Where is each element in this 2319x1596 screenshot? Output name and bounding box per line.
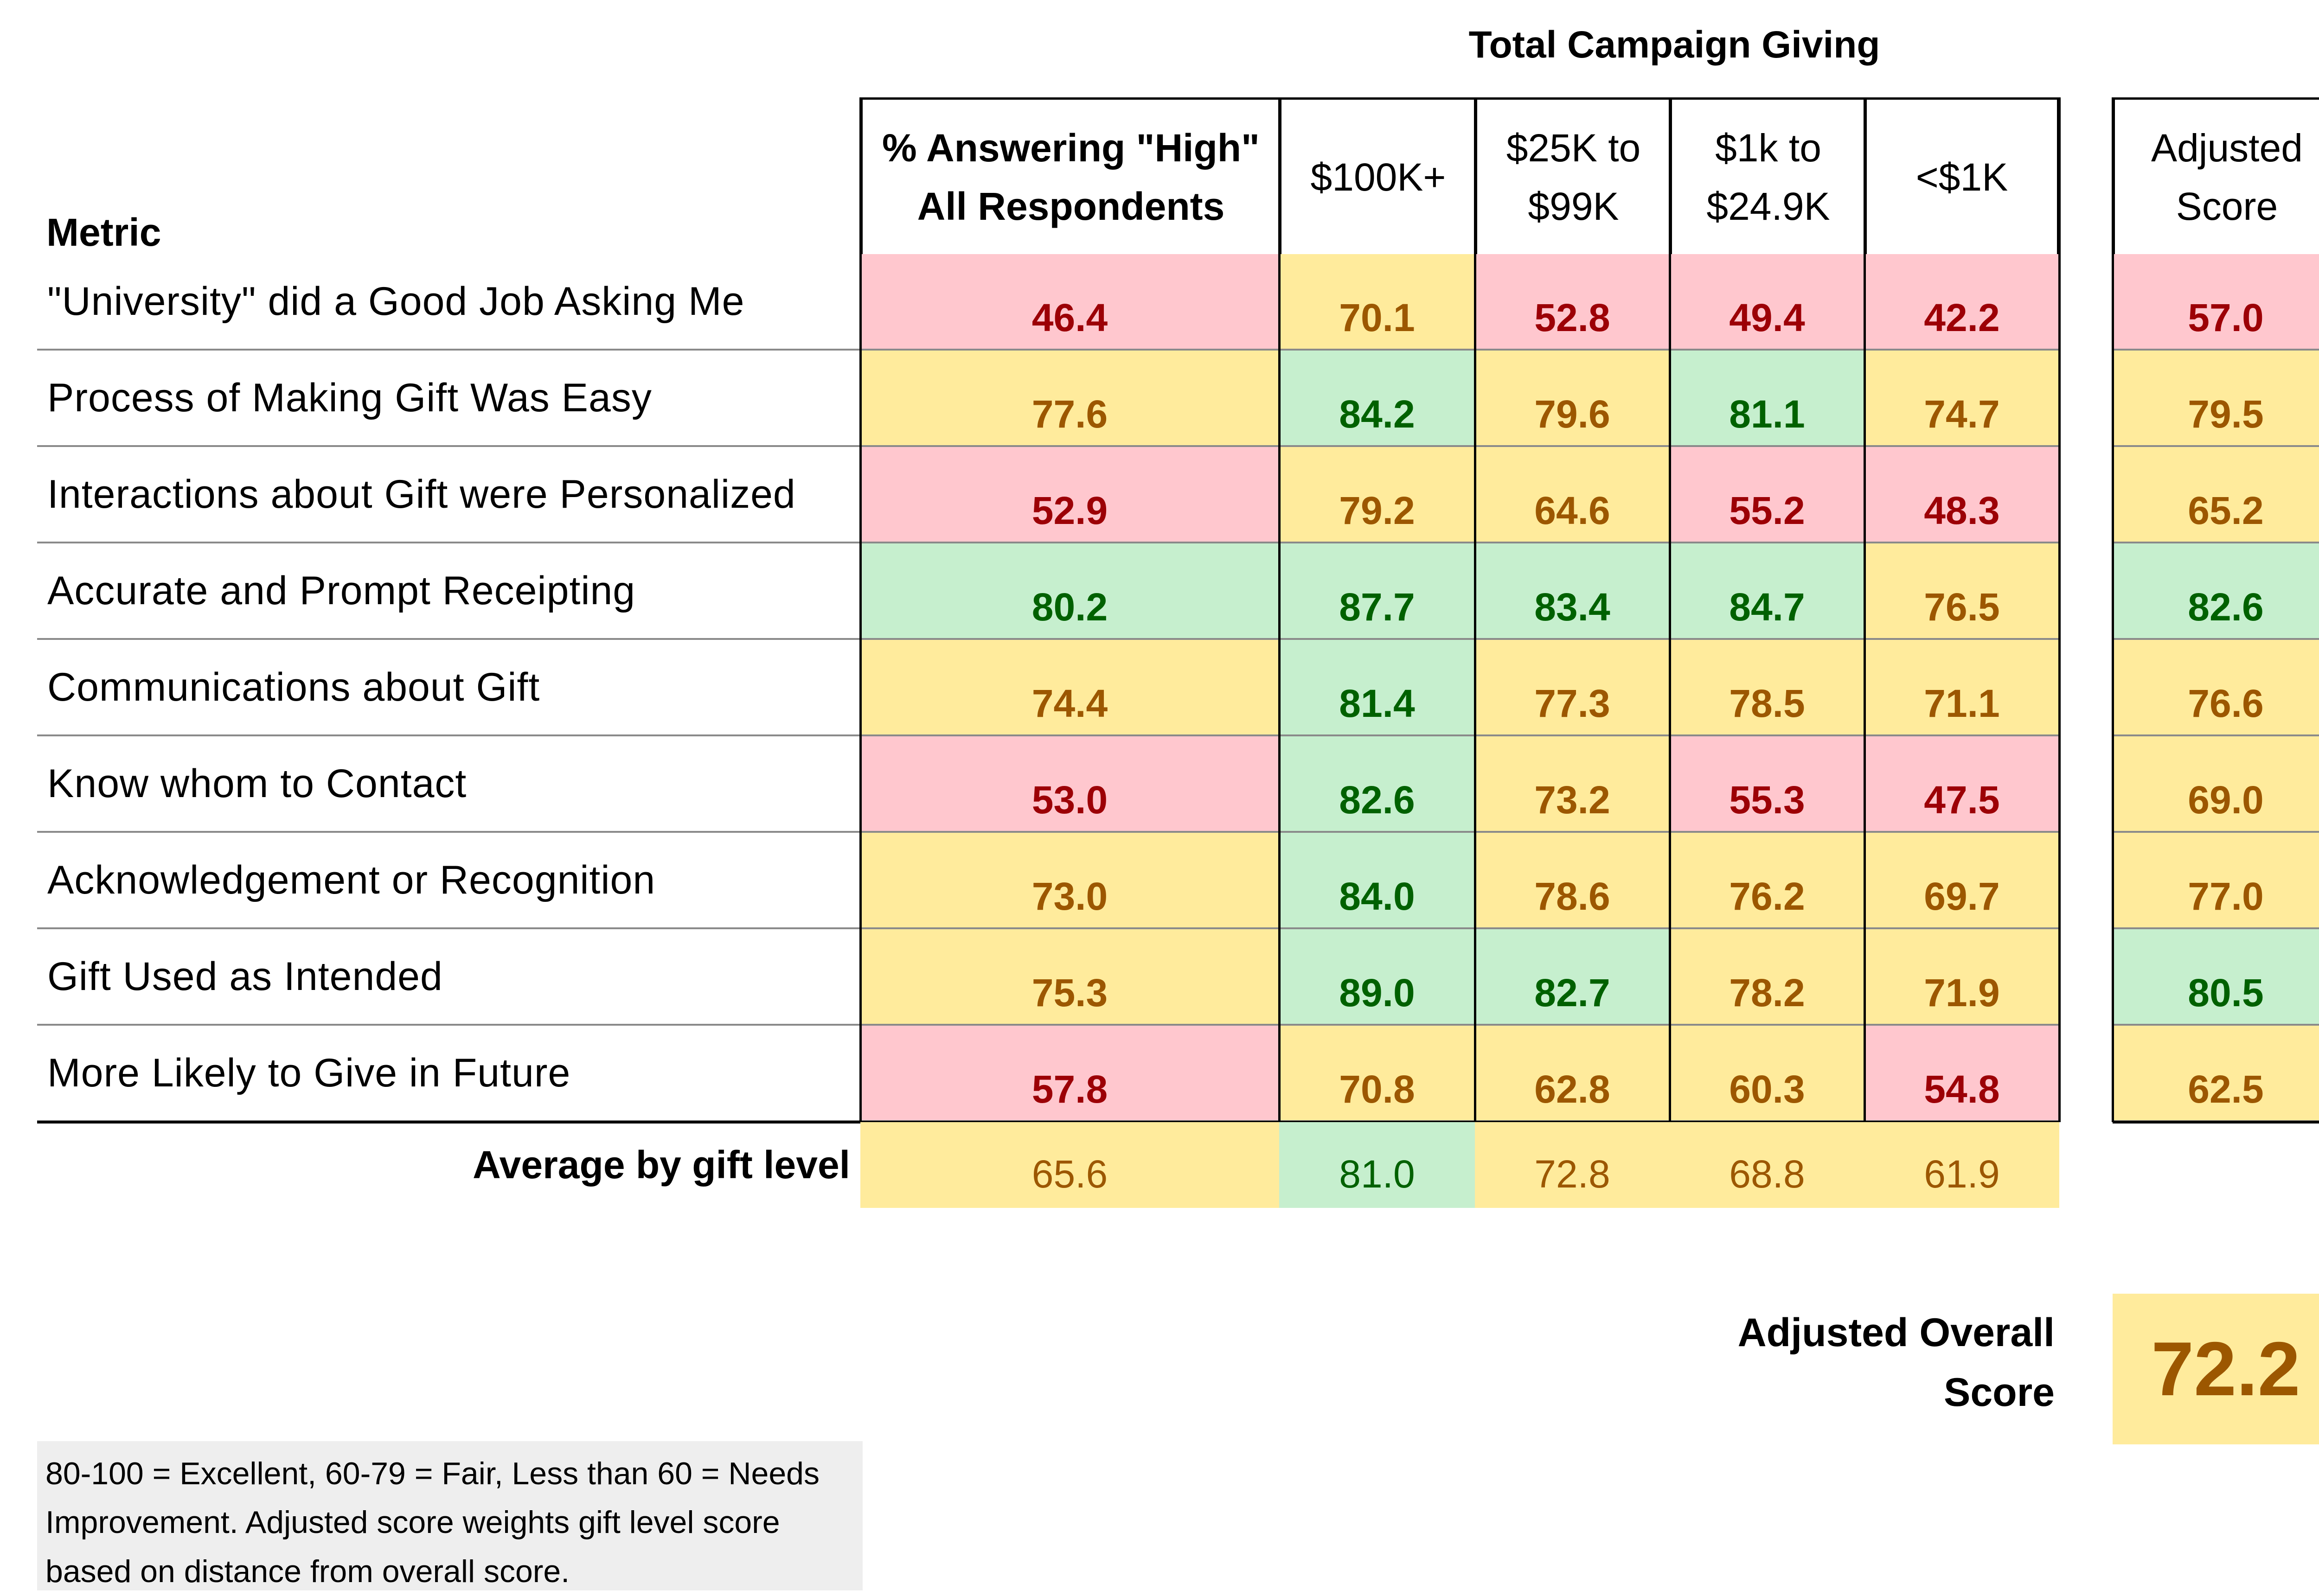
average-cell: 65.6	[860, 1122, 1279, 1208]
score-cell: 77.3	[1475, 640, 1670, 736]
score-cell: 46.4	[860, 254, 1279, 351]
score-cell: 55.3	[1670, 736, 1864, 833]
score-cell: 77.6	[860, 351, 1279, 447]
score-cell: 81.1	[1670, 351, 1864, 447]
adjusted-score-cell: 76.6	[2113, 640, 2319, 736]
overall-score-label: Adjusted Overall Score	[1737, 1310, 2055, 1415]
column-divider	[859, 97, 862, 1122]
score-cell: 49.4	[1670, 254, 1864, 351]
legend-note: 80-100 = Excellent, 60-79 = Fair, Less t…	[37, 1441, 863, 1590]
score-cell: 57.8	[860, 1026, 1279, 1122]
score-cell: 84.2	[1279, 351, 1475, 447]
score-cell: 74.4	[860, 640, 1279, 736]
score-cell: 60.3	[1670, 1026, 1864, 1122]
column-divider	[1669, 97, 1671, 1122]
adjusted-bottom-rule	[2113, 1121, 2319, 1124]
adjusted-score-cell: 79.5	[2113, 351, 2319, 447]
metric-label: Acknowledgement or Recognition	[37, 833, 860, 929]
column-header: % Answering "High" All Respondents	[860, 97, 1279, 254]
score-cell: 78.5	[1670, 640, 1864, 736]
score-cell: 47.5	[1864, 736, 2059, 833]
score-cell: 84.7	[1670, 543, 1864, 640]
metric-label: Accurate and Prompt Receipting	[37, 543, 860, 640]
score-cell: 62.8	[1475, 1026, 1670, 1122]
overall-score-value: 72.2	[2113, 1294, 2319, 1444]
column-divider	[2112, 97, 2114, 1122]
score-cell: 89.0	[1279, 929, 1475, 1026]
column-divider	[1474, 97, 1476, 1122]
score-cell: 70.8	[1279, 1026, 1475, 1122]
column-divider	[2058, 97, 2061, 1122]
score-cell: 76.5	[1864, 543, 2059, 640]
score-cell: 81.4	[1279, 640, 1475, 736]
score-cell: 48.3	[1864, 447, 2059, 543]
score-cell: 78.6	[1475, 833, 1670, 929]
score-cell: 79.2	[1279, 447, 1475, 543]
score-cell: 76.2	[1670, 833, 1864, 929]
average-cell: 68.8	[1670, 1122, 1864, 1208]
average-cell: 72.8	[1475, 1122, 1670, 1208]
score-cell: 79.6	[1475, 351, 1670, 447]
score-cell: 84.0	[1279, 833, 1475, 929]
column-divider	[1278, 97, 1281, 1122]
adjusted-score-cell: 80.5	[2113, 929, 2319, 1026]
metric-label: More Likely to Give in Future	[37, 1026, 860, 1122]
score-cell: 87.7	[1279, 543, 1475, 640]
score-cell: 52.8	[1475, 254, 1670, 351]
score-cell: 73.0	[860, 833, 1279, 929]
score-cell: 82.6	[1279, 736, 1475, 833]
metric-label: Interactions about Gift were Personalize…	[37, 447, 860, 543]
score-cell: 70.1	[1279, 254, 1475, 351]
metric-label: Know whom to Contact	[37, 736, 860, 833]
adjusted-score-cell: 69.0	[2113, 736, 2319, 833]
adjusted-score-cell: 82.6	[2113, 543, 2319, 640]
score-cell: 80.2	[860, 543, 1279, 640]
metric-label: "University" did a Good Job Asking Me	[37, 254, 860, 351]
table-title: Total Campaign Giving	[1468, 24, 1880, 66]
column-header: $100K+	[1279, 97, 1475, 254]
score-cell: 73.2	[1475, 736, 1670, 833]
average-label: Average by gift level	[473, 1143, 850, 1187]
score-cell: 82.7	[1475, 929, 1670, 1026]
score-cell: 71.9	[1864, 929, 2059, 1026]
score-cell: 64.6	[1475, 447, 1670, 543]
column-divider	[1864, 97, 1866, 1122]
adjusted-score-header: Adjusted Score	[2113, 97, 2319, 254]
score-cell: 78.2	[1670, 929, 1864, 1026]
score-cell: 55.2	[1670, 447, 1864, 543]
adjusted-score-cell: 62.5	[2113, 1026, 2319, 1122]
metric-label: Process of Making Gift Was Easy	[37, 351, 860, 447]
column-header: $1k to $24.9K	[1670, 97, 1864, 254]
score-cell: 42.2	[1864, 254, 2059, 351]
score-cell: 74.7	[1864, 351, 2059, 447]
adjusted-score-cell: 57.0	[2113, 254, 2319, 351]
score-cell: 83.4	[1475, 543, 1670, 640]
average-cell: 81.0	[1279, 1122, 1475, 1208]
column-header: $25K to $99K	[1475, 97, 1670, 254]
metric-label: Gift Used as Intended	[37, 929, 860, 1026]
metric-label: Communications about Gift	[37, 640, 860, 736]
adjusted-score-cell: 77.0	[2113, 833, 2319, 929]
average-cell: 61.9	[1864, 1122, 2059, 1208]
score-cell: 71.1	[1864, 640, 2059, 736]
score-cell: 69.7	[1864, 833, 2059, 929]
score-cell: 53.0	[860, 736, 1279, 833]
column-header: <$1K	[1864, 97, 2059, 254]
score-cell: 75.3	[860, 929, 1279, 1026]
adjusted-score-cell: 65.2	[2113, 447, 2319, 543]
score-cell: 52.9	[860, 447, 1279, 543]
score-cell: 54.8	[1864, 1026, 2059, 1122]
metric-column-header: Metric	[46, 211, 161, 254]
